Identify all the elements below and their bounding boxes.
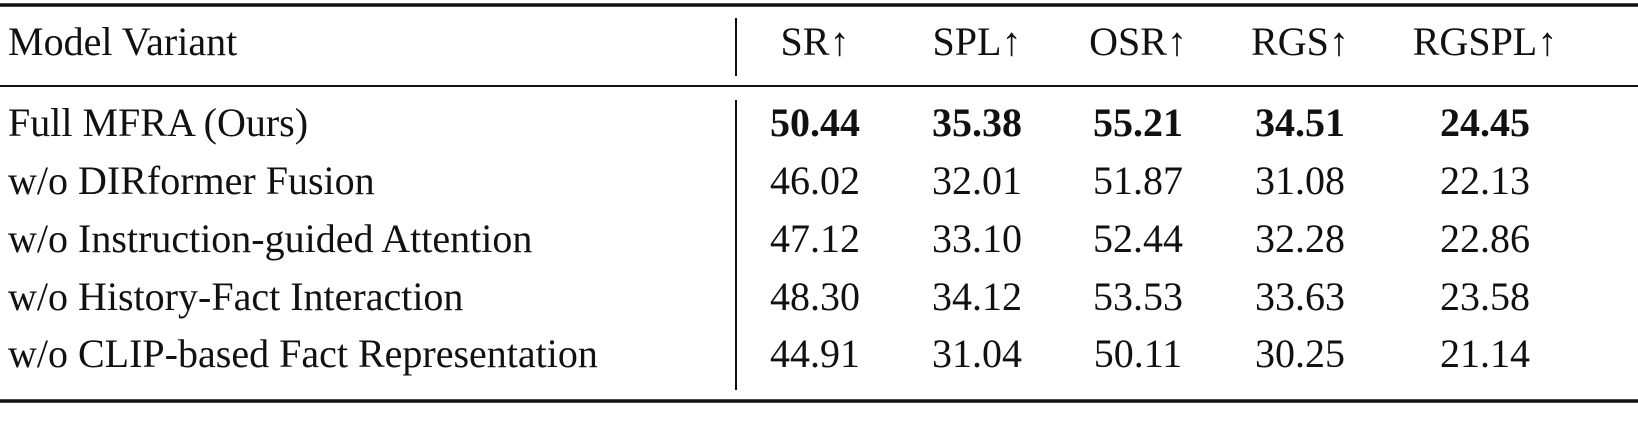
metric-cell: 33.63	[1255, 274, 1345, 319]
metric-cell: 44.91	[770, 331, 860, 376]
metric-cell: 34.12	[932, 274, 1022, 319]
metric-cell: 31.04	[932, 331, 1022, 376]
header-cell: OSR↑	[1089, 19, 1187, 64]
metric-cell: 50.44	[770, 100, 860, 145]
metric-cell: 23.58	[1440, 274, 1530, 319]
metric-cell: 52.44	[1093, 216, 1183, 261]
row-label: w/o Instruction-guided Attention	[8, 216, 532, 261]
metric-cell: 32.28	[1255, 216, 1345, 261]
header-cell: RGS↑	[1251, 19, 1349, 64]
row-label: Full MFRA (Ours)	[8, 100, 308, 145]
metric-cell: 53.53	[1093, 274, 1183, 319]
metric-cell: 48.30	[770, 274, 860, 319]
metric-cell: 47.12	[770, 216, 860, 261]
metric-cell: 21.14	[1440, 331, 1530, 376]
header-cell: SR↑	[781, 19, 850, 64]
metric-cell: 31.08	[1255, 158, 1345, 203]
header-cell: RGSPL↑	[1413, 19, 1558, 64]
metric-cell: 34.51	[1255, 100, 1345, 145]
header-cell: SPL↑	[933, 19, 1022, 64]
metric-cell: 55.21	[1093, 100, 1183, 145]
metric-cell: 33.10	[932, 216, 1022, 261]
metric-cell: 51.87	[1093, 158, 1183, 203]
metric-cell: 22.86	[1440, 216, 1530, 261]
metric-cell: 24.45	[1440, 100, 1530, 145]
metric-cell: 35.38	[932, 100, 1022, 145]
metric-cell: 46.02	[770, 158, 860, 203]
metric-cell: 50.11	[1094, 331, 1183, 376]
row-label: w/o History-Fact Interaction	[8, 274, 463, 319]
header-cell: Model Variant	[8, 19, 237, 64]
metric-cell: 22.13	[1440, 158, 1530, 203]
metric-cell: 30.25	[1255, 331, 1345, 376]
row-label: w/o CLIP-based Fact Representation	[8, 331, 598, 376]
row-label: w/o DIRformer Fusion	[8, 158, 375, 203]
metric-cell: 32.01	[932, 158, 1022, 203]
